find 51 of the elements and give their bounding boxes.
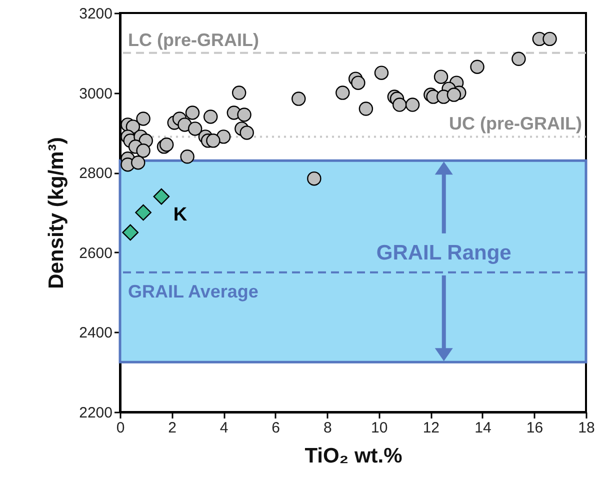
x-tick-label: 0 [116,420,125,436]
point [351,76,366,90]
point [232,86,246,100]
x-tick-label: 8 [323,420,332,436]
y-tick-label: 2200 [79,404,112,422]
x-tick-label: 10 [371,420,388,436]
annotation: K [173,204,188,226]
point [336,86,350,100]
y-axis-title: Density (kg/m³) [45,137,68,289]
point [470,60,484,74]
point [392,98,407,112]
x-tick-label: 4 [220,420,228,436]
point [203,110,218,124]
point [240,126,254,140]
point [122,224,139,241]
x-axis-title: TiO₂ wt.% [304,444,403,468]
ref-line-label: UC (pre-GRAIL) [449,114,582,134]
point [405,98,420,112]
point [159,138,174,152]
point [374,66,389,80]
x-tick-label: 12 [422,420,440,436]
y-tick-label: 3200 [79,6,112,22]
y-tick-label: 3000 [79,85,112,102]
y-tick-label: 2400 [79,324,112,342]
ref-line-label: LC (pre-GRAIL) [128,30,259,50]
point [292,92,306,106]
x-tick-label: 2 [168,420,176,436]
point [135,204,152,221]
x-tick-label: 16 [526,420,544,436]
x-tick-label: 18 [578,420,595,436]
point [153,188,170,205]
point [542,32,557,46]
point [434,70,448,84]
point [237,108,252,122]
x-tick-label: 6 [272,420,280,436]
point [446,88,462,102]
point [131,156,146,170]
ref-line-label: GRAIL Average [128,281,258,302]
x-tick-label: 14 [474,420,492,436]
point [136,112,150,126]
point [185,106,200,120]
point [358,102,374,116]
point [136,144,150,158]
y-tick-label: 2600 [79,244,112,262]
band-label: GRAIL Range [376,241,512,264]
point [512,52,526,66]
point [188,122,202,136]
point [307,171,322,186]
point [206,134,220,148]
y-tick-label: 2800 [79,165,112,182]
point [180,150,194,164]
